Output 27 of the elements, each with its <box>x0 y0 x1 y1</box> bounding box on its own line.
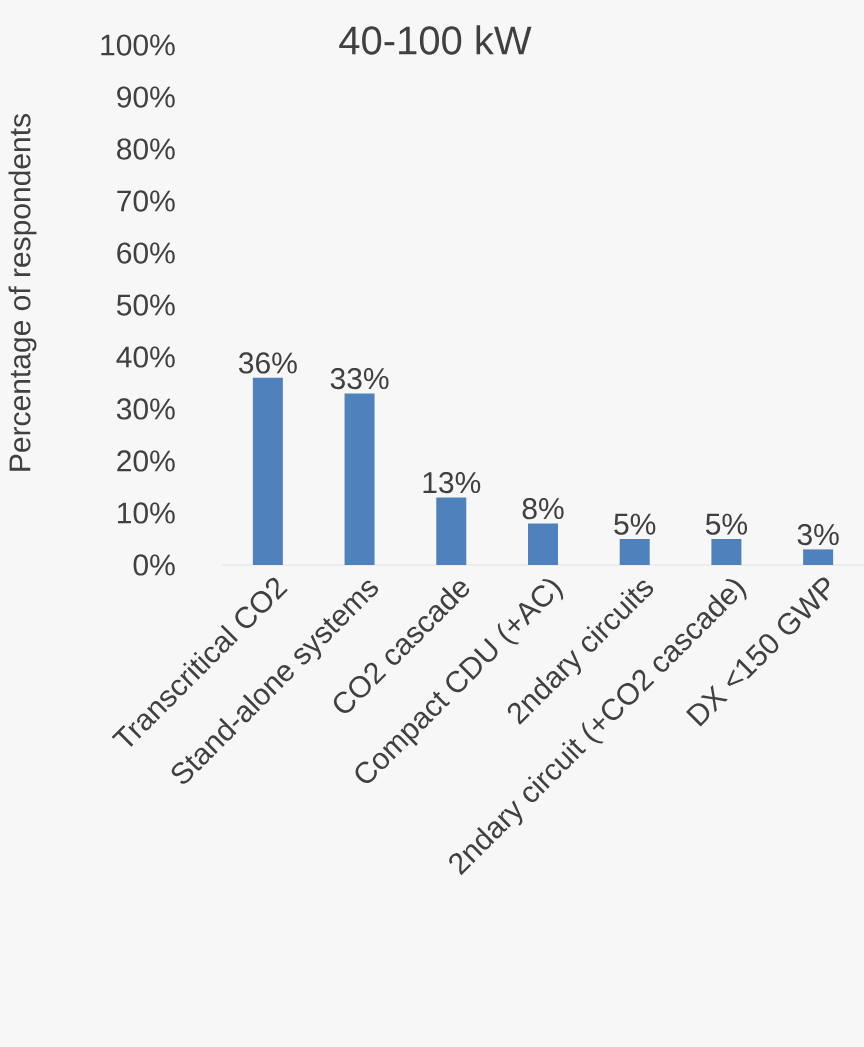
y-tick-label: 70% <box>117 190 175 212</box>
y-tick-label: 90% <box>117 86 175 108</box>
bar <box>436 497 467 565</box>
data-label: 13% <box>423 471 481 494</box>
data-label: 8% <box>522 497 564 520</box>
chart-title: 40-100 kW <box>339 25 532 55</box>
bar <box>252 377 283 565</box>
bar <box>527 523 558 565</box>
y-tick-label: 50% <box>116 294 175 316</box>
data-label: 33% <box>330 367 389 390</box>
bar <box>619 539 650 565</box>
y-tick-label: 0% <box>133 554 175 576</box>
y-tick-label: 10% <box>117 502 175 524</box>
data-label: 5% <box>614 513 656 535</box>
y-tick-label: 80% <box>116 138 175 160</box>
y-tick-label: 60% <box>117 242 175 264</box>
data-label: 3% <box>797 523 839 546</box>
data-label: 36% <box>238 352 297 374</box>
y-tick-label: 100% <box>101 34 175 56</box>
y-tick-label: 20% <box>117 450 175 472</box>
bar <box>803 549 834 565</box>
bar <box>711 539 742 565</box>
y-tick-label: 40% <box>116 346 175 368</box>
y-tick-label: 30% <box>116 398 175 420</box>
bar <box>344 393 375 565</box>
y-axis-title: Percentage of respondents <box>8 114 37 471</box>
data-label: 5% <box>705 513 747 535</box>
